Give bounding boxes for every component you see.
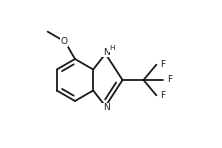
Text: F: F	[160, 60, 165, 69]
Text: H: H	[109, 45, 115, 51]
Text: F: F	[160, 91, 165, 100]
Text: O: O	[61, 37, 67, 46]
Text: N: N	[103, 103, 110, 112]
Text: N: N	[103, 48, 110, 57]
Text: F: F	[168, 75, 173, 85]
